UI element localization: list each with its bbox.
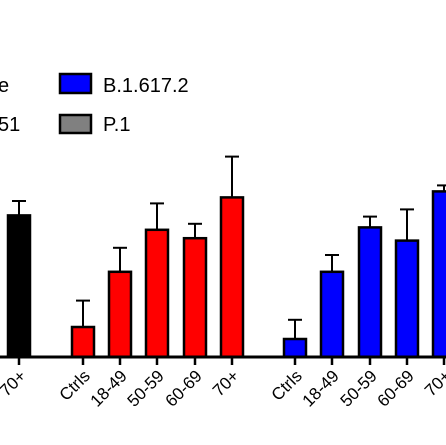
x-tick-label-1-4: 70+ (209, 366, 243, 400)
x-tick-label-2-3: 60-69 (374, 366, 418, 410)
x-tick-label-2-2: 50-59 (337, 366, 381, 410)
x-tick-label-1-1: 18-49 (87, 366, 131, 410)
legend-label-2: B.1.617.2 (103, 75, 189, 97)
bar-2-0 (282, 337, 308, 359)
bar-0-0 (6, 214, 32, 359)
x-tick-label-0-0: 70+ (0, 366, 30, 400)
x-tick-label-1-3: 60-69 (162, 366, 206, 410)
bar-1-3 (182, 236, 208, 359)
legend-swatch-b16172 (58, 72, 93, 95)
bar-2-3 (394, 239, 420, 359)
bar-1-1 (107, 270, 133, 359)
x-tick-label-2-1: 18-49 (299, 366, 343, 410)
bar-1-2 (144, 228, 170, 359)
legend-label-0: e (0, 75, 9, 97)
bar-2-2 (357, 226, 383, 359)
bars (6, 155, 446, 359)
legend-label-3: P.1 (103, 114, 130, 136)
x-tick-label-2-4: 70+ (421, 366, 446, 400)
bar-2-1 (319, 270, 345, 359)
legend-swatch-p1 (58, 113, 93, 135)
legend: e 51 B.1.617.2 P.1 (0, 72, 189, 136)
legend-label-1: 51 (0, 114, 20, 136)
bar-1-0 (70, 325, 96, 359)
bar-1-4 (219, 196, 245, 359)
x-ticks (17, 357, 446, 365)
bar-2-4 (431, 190, 446, 359)
x-tick-label-1-2: 50-59 (124, 366, 168, 410)
